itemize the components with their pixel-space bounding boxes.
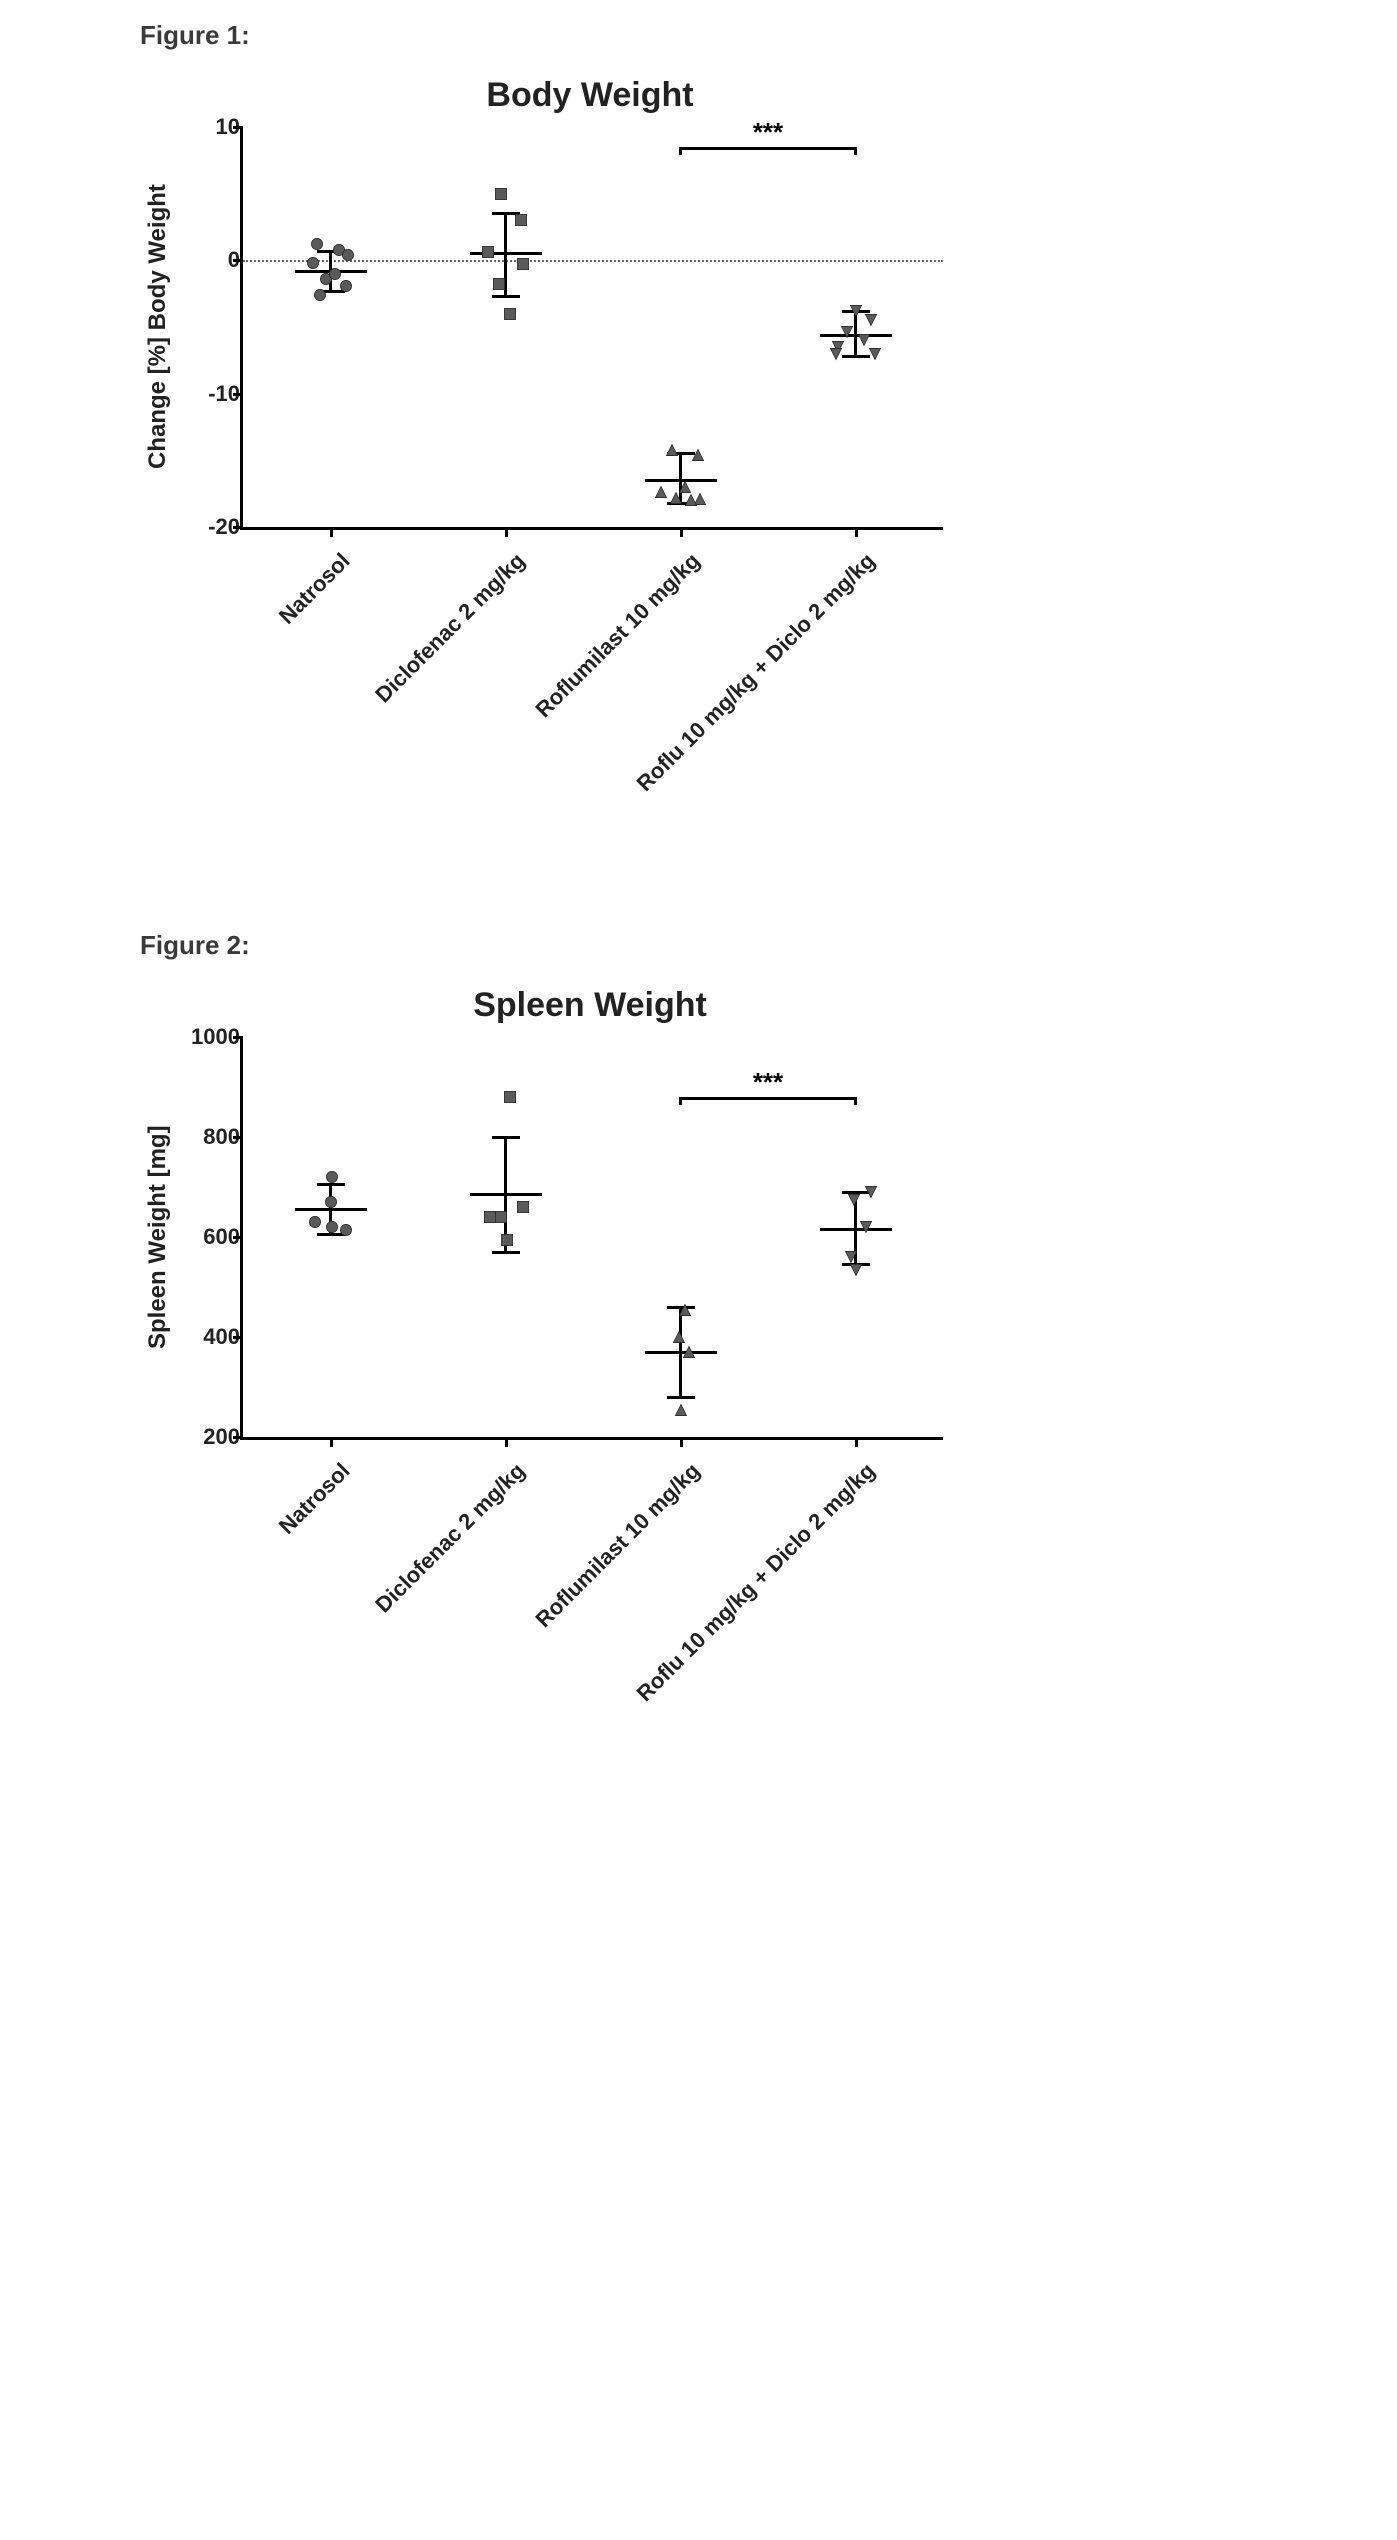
data-point bbox=[514, 213, 528, 227]
x-tick-label: Roflumilast 10 mg/kg bbox=[530, 548, 705, 723]
x-axis-labels: NatrosolDiclofenac 2 mg/kgRoflumilast 10… bbox=[243, 1440, 943, 1760]
data-point bbox=[503, 307, 517, 321]
y-tick-mark bbox=[233, 1436, 243, 1439]
figure-label: Figure 1: bbox=[140, 20, 1397, 51]
plot-area: *** bbox=[240, 127, 943, 530]
figure-block: Figure 1: Body Weight Change [%] Body Weig… bbox=[140, 20, 1397, 850]
plot-wrap: Spleen Weight [mg]1000800600400200 *** bbox=[140, 1037, 1040, 1440]
chart: Body Weight Change [%] Body Weight100-10-… bbox=[140, 76, 1040, 850]
significance-bar-drop bbox=[854, 1097, 857, 1105]
data-point bbox=[324, 1195, 338, 1209]
data-point bbox=[868, 347, 882, 361]
data-point bbox=[684, 493, 698, 507]
figure-label: Figure 2: bbox=[140, 930, 1397, 961]
data-point bbox=[310, 237, 324, 251]
error-bar-cap bbox=[667, 1396, 695, 1399]
data-point bbox=[674, 1403, 688, 1417]
y-tick-mark bbox=[233, 1236, 243, 1239]
data-point bbox=[328, 267, 342, 281]
data-point bbox=[494, 187, 508, 201]
x-tick-label: Natrosol bbox=[273, 1458, 354, 1539]
data-point bbox=[492, 277, 506, 291]
significance-bar-drop bbox=[679, 147, 682, 155]
x-tick-label: Roflumilast 10 mg/kg bbox=[530, 1458, 705, 1633]
data-point bbox=[691, 448, 705, 462]
data-point bbox=[857, 333, 871, 347]
y-tick-mark bbox=[233, 259, 243, 262]
y-tick-mark bbox=[233, 126, 243, 129]
data-point bbox=[847, 1193, 861, 1207]
figure-block: Figure 2: Spleen Weight Spleen Weight [mg]… bbox=[140, 930, 1397, 1760]
data-point bbox=[308, 1215, 322, 1229]
y-tick-mark bbox=[233, 1336, 243, 1339]
significance-label: *** bbox=[743, 117, 793, 148]
data-point bbox=[678, 1303, 692, 1317]
data-point bbox=[325, 1170, 339, 1184]
error-bar-cap bbox=[492, 1251, 520, 1254]
data-point bbox=[325, 1220, 339, 1234]
data-point bbox=[341, 248, 355, 262]
y-tick-labels: 100-10-20 bbox=[172, 127, 240, 527]
data-point bbox=[864, 1185, 878, 1199]
significance-label: *** bbox=[743, 1067, 793, 1098]
data-point bbox=[864, 313, 878, 327]
y-tick-labels: 1000800600400200 bbox=[172, 1037, 240, 1437]
plot-area: *** bbox=[240, 1037, 943, 1440]
y-tick-mark bbox=[233, 526, 243, 529]
x-axis-labels: NatrosolDiclofenac 2 mg/kgRoflumilast 10… bbox=[243, 530, 943, 850]
data-point bbox=[500, 1233, 514, 1247]
data-point bbox=[516, 257, 530, 271]
chart: Spleen Weight Spleen Weight [mg]100080060… bbox=[140, 986, 1040, 1760]
data-point bbox=[672, 1330, 686, 1344]
y-tick-mark bbox=[233, 393, 243, 396]
significance-bar-drop bbox=[679, 1097, 682, 1105]
y-tick-mark bbox=[233, 1036, 243, 1039]
data-point bbox=[682, 1345, 696, 1359]
x-tick-label: Diclofenac 2 mg/kg bbox=[370, 1458, 530, 1618]
x-tick-label: Diclofenac 2 mg/kg bbox=[370, 548, 530, 708]
data-point bbox=[829, 347, 843, 361]
data-point bbox=[654, 485, 668, 499]
data-point bbox=[306, 256, 320, 270]
data-point bbox=[313, 288, 327, 302]
error-bar-cap bbox=[842, 355, 870, 358]
y-axis-label: Spleen Weight [mg] bbox=[140, 1037, 172, 1437]
data-point bbox=[494, 1210, 508, 1224]
data-point bbox=[665, 443, 679, 457]
y-tick-mark bbox=[233, 1136, 243, 1139]
error-bar-cap bbox=[492, 1136, 520, 1139]
chart-title: Body Weight bbox=[140, 76, 1040, 115]
data-point bbox=[481, 245, 495, 259]
chart-title: Spleen Weight bbox=[140, 986, 1040, 1025]
y-axis-label: Change [%] Body Weight bbox=[140, 127, 172, 527]
x-tick-label: Natrosol bbox=[273, 548, 354, 629]
data-point bbox=[849, 304, 863, 318]
data-point bbox=[339, 1223, 353, 1237]
plot-wrap: Change [%] Body Weight100-10-20*** bbox=[140, 127, 1040, 530]
data-point bbox=[503, 1090, 517, 1104]
data-point bbox=[840, 325, 854, 339]
data-point bbox=[516, 1200, 530, 1214]
data-point bbox=[849, 1263, 863, 1277]
significance-bar-drop bbox=[854, 147, 857, 155]
data-point bbox=[669, 491, 683, 505]
data-point bbox=[859, 1220, 873, 1234]
error-bar-cap bbox=[492, 295, 520, 298]
